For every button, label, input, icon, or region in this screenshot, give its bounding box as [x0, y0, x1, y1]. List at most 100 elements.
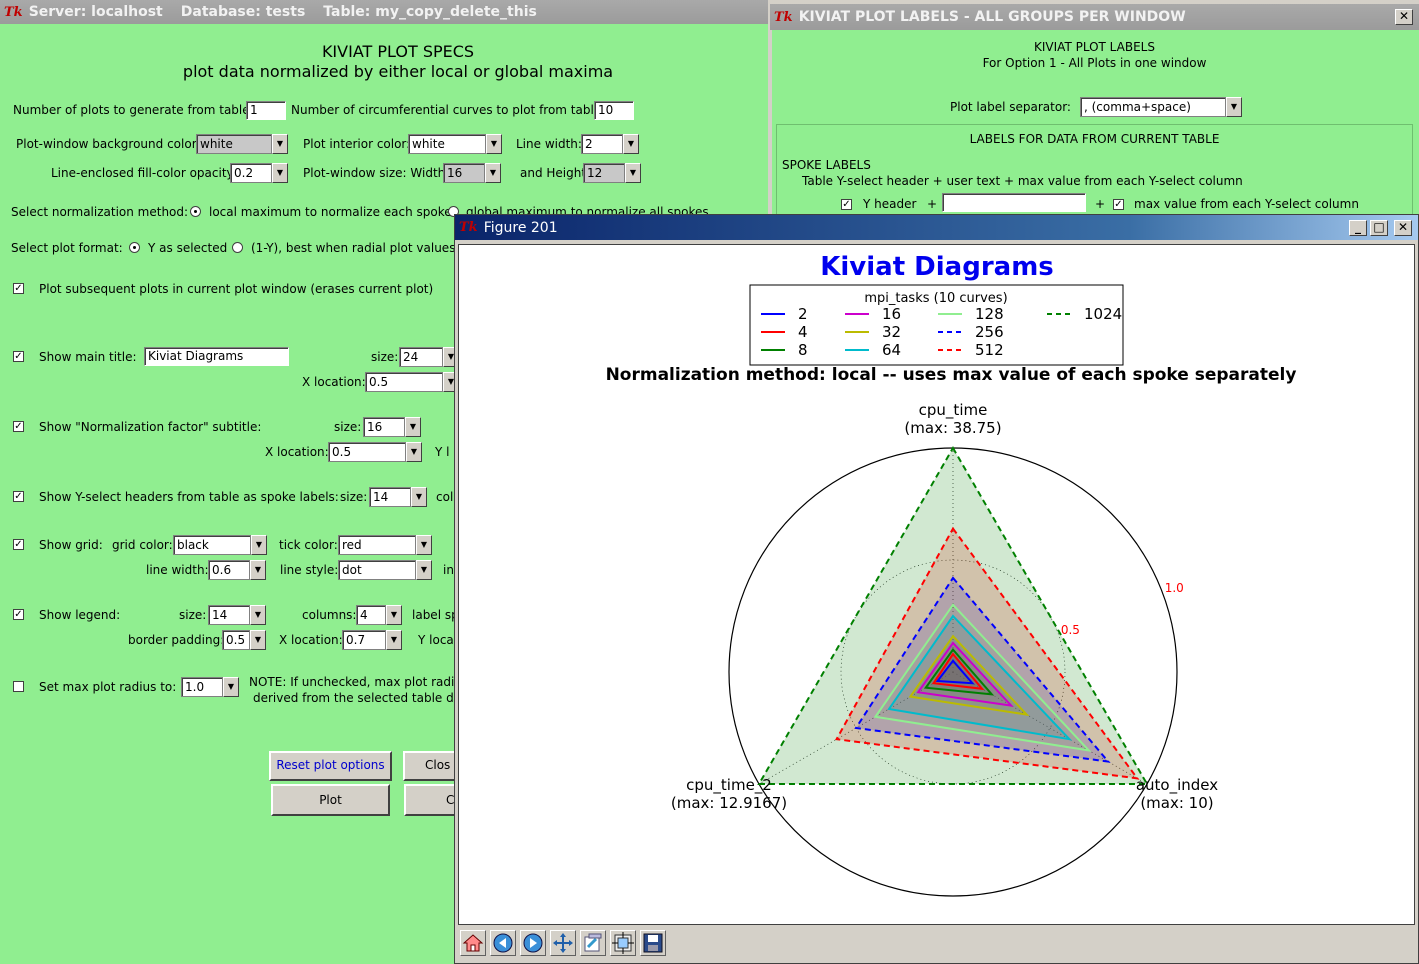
- dropdown-arrow-icon[interactable]: ▼: [485, 163, 501, 183]
- plus-sign-2: +: [1095, 197, 1106, 211]
- tick-color-select[interactable]: red ▼: [338, 535, 432, 555]
- bg-color-select[interactable]: white ▼: [196, 134, 288, 154]
- dropdown-arrow-icon[interactable]: ▼: [223, 677, 239, 697]
- dropdown-arrow-icon[interactable]: ▼: [250, 605, 266, 625]
- separator-value: , (comma+space): [1080, 97, 1226, 117]
- dropdown-arrow-icon[interactable]: ▼: [272, 134, 288, 154]
- home-icon[interactable]: [460, 930, 486, 956]
- tk-icon: Tk: [459, 220, 478, 235]
- subplots-icon[interactable]: [610, 930, 636, 956]
- specs-titlebar[interactable]: Tk Server: localhost Database: tests Tab…: [0, 0, 768, 24]
- subsequent-checkbox[interactable]: ✓: [13, 283, 24, 294]
- format-y-label: Y as selected: [148, 241, 228, 255]
- figure-close-button[interactable]: ✕: [1394, 220, 1412, 236]
- save-icon[interactable]: [640, 930, 666, 956]
- dropdown-arrow-icon[interactable]: ▼: [386, 630, 402, 650]
- legend-cols-label: columns:: [302, 608, 357, 622]
- labels-close-button[interactable]: ✕: [1395, 9, 1413, 25]
- main-title-xloc-label: X location:: [302, 375, 366, 389]
- legend-xloc-label: X location:: [279, 633, 343, 647]
- num-plots-input[interactable]: 1: [246, 101, 286, 120]
- spoke-labels-heading: SPOKE LABELS: [782, 158, 871, 172]
- grid-color-label: grid color:: [112, 538, 173, 552]
- tk-icon: Tk: [774, 9, 793, 25]
- legend-xloc-value: 0.7: [342, 630, 386, 650]
- series-line: [935, 659, 975, 685]
- legend-checkbox[interactable]: ✓: [13, 609, 24, 620]
- legend-pad-select[interactable]: 0.5 ▼: [222, 630, 266, 650]
- legend-pad-label: border padding:: [128, 633, 225, 647]
- maximize-button[interactable]: □: [1370, 220, 1388, 236]
- minimize-button[interactable]: _: [1349, 220, 1367, 236]
- fill-opacity-select[interactable]: 0.2 ▼: [230, 163, 288, 183]
- dropdown-arrow-icon[interactable]: ▼: [250, 560, 266, 580]
- norm-global-radio[interactable]: [448, 206, 459, 217]
- legend-xloc-select[interactable]: 0.7 ▼: [342, 630, 402, 650]
- subtitle-xloc-label: X location:: [265, 445, 329, 459]
- spoke-max-label: (max: 38.75): [904, 419, 1001, 437]
- spoke-size-select[interactable]: 14 ▼: [369, 487, 427, 507]
- dropdown-arrow-icon[interactable]: ▼: [416, 560, 432, 580]
- max-radius-select[interactable]: 1.0 ▼: [181, 677, 239, 697]
- dropdown-arrow-icon[interactable]: ▼: [386, 605, 402, 625]
- grid-in-label: in: [443, 563, 454, 577]
- back-icon[interactable]: [490, 930, 516, 956]
- grid-color-select[interactable]: black ▼: [173, 535, 267, 555]
- legend-entry: 128: [975, 305, 1004, 323]
- subtitle-checkbox[interactable]: ✓: [13, 421, 24, 432]
- plot-canvas[interactable]: 0.5 1.0 cpu_time (max: 38.75) auto_index (max…: [458, 244, 1415, 925]
- legend-size-select[interactable]: 14 ▼: [208, 605, 266, 625]
- height-select[interactable]: 12 ▼: [583, 163, 641, 183]
- reset-plot-options-button[interactable]: Reset plot options: [269, 751, 392, 781]
- num-curves-label: Number of circumferential curves to plot…: [291, 103, 606, 117]
- legend-yloc-label: Y loca: [418, 633, 454, 647]
- dropdown-arrow-icon[interactable]: ▼: [623, 134, 639, 154]
- user-text-input[interactable]: [942, 193, 1086, 212]
- dropdown-arrow-icon[interactable]: ▼: [405, 417, 421, 437]
- main-title-xloc-select[interactable]: 0.5 ▼: [365, 372, 459, 392]
- max-radius-label: Set max plot radius to:: [39, 680, 177, 694]
- labels-titlebar[interactable]: Tk KIVIAT PLOT LABELS - ALL GROUPS PER W…: [770, 4, 1419, 30]
- spoke-labels-checkbox[interactable]: ✓: [13, 491, 24, 502]
- grid-checkbox[interactable]: ✓: [13, 539, 24, 550]
- line-width-select[interactable]: 2 ▼: [581, 134, 639, 154]
- y-header-checkbox[interactable]: ✓: [841, 199, 852, 210]
- format-1y-radio[interactable]: [232, 242, 243, 253]
- dropdown-arrow-icon[interactable]: ▼: [406, 442, 422, 462]
- dropdown-arrow-icon[interactable]: ▼: [486, 134, 502, 154]
- norm-local-radio[interactable]: [190, 206, 201, 217]
- figure-titlebar[interactable]: Tk Figure 201: [455, 215, 1418, 240]
- subtitle-size-select[interactable]: 16 ▼: [363, 417, 421, 437]
- pan-icon[interactable]: [550, 930, 576, 956]
- dropdown-arrow-icon[interactable]: ▼: [625, 163, 641, 183]
- spoke-max-label: (max: 12.9167): [671, 794, 787, 812]
- configure-icon[interactable]: [580, 930, 606, 956]
- dropdown-arrow-icon[interactable]: ▼: [251, 535, 267, 555]
- interior-color-select[interactable]: white ▼: [408, 134, 502, 154]
- dropdown-arrow-icon[interactable]: ▼: [416, 535, 432, 555]
- max-radius-checkbox[interactable]: [13, 681, 24, 692]
- format-y-radio[interactable]: [129, 242, 140, 253]
- num-curves-input[interactable]: 10: [594, 101, 634, 120]
- forward-icon[interactable]: [520, 930, 546, 956]
- dropdown-arrow-icon[interactable]: ▼: [272, 163, 288, 183]
- dropdown-arrow-icon[interactable]: ▼: [250, 630, 266, 650]
- separator-select[interactable]: , (comma+space) ▼: [1080, 97, 1242, 117]
- section-title: LABELS FOR DATA FROM CURRENT TABLE: [969, 132, 1220, 146]
- main-title-input[interactable]: Kiviat Diagrams: [144, 347, 289, 366]
- grid-lw-select[interactable]: 0.6 ▼: [208, 560, 266, 580]
- grid-ls-select[interactable]: dot ▼: [338, 560, 432, 580]
- dropdown-arrow-icon[interactable]: ▼: [1226, 97, 1242, 117]
- main-title-checkbox[interactable]: ✓: [13, 351, 24, 362]
- subtitle-xloc-select[interactable]: 0.5 ▼: [328, 442, 422, 462]
- grid-lw-value: 0.6: [208, 560, 250, 580]
- max-value-checkbox[interactable]: ✓: [1113, 199, 1124, 210]
- series-fill: [937, 660, 973, 684]
- legend-cols-select[interactable]: 4 ▼: [356, 605, 402, 625]
- plot-button[interactable]: Plot: [271, 784, 390, 816]
- width-select[interactable]: 16 ▼: [443, 163, 501, 183]
- dropdown-arrow-icon[interactable]: ▼: [411, 487, 427, 507]
- tick-color-value: red: [338, 535, 416, 555]
- server-title: Server: localhost: [28, 4, 163, 20]
- main-title-size-select[interactable]: 24 ▼: [399, 347, 459, 367]
